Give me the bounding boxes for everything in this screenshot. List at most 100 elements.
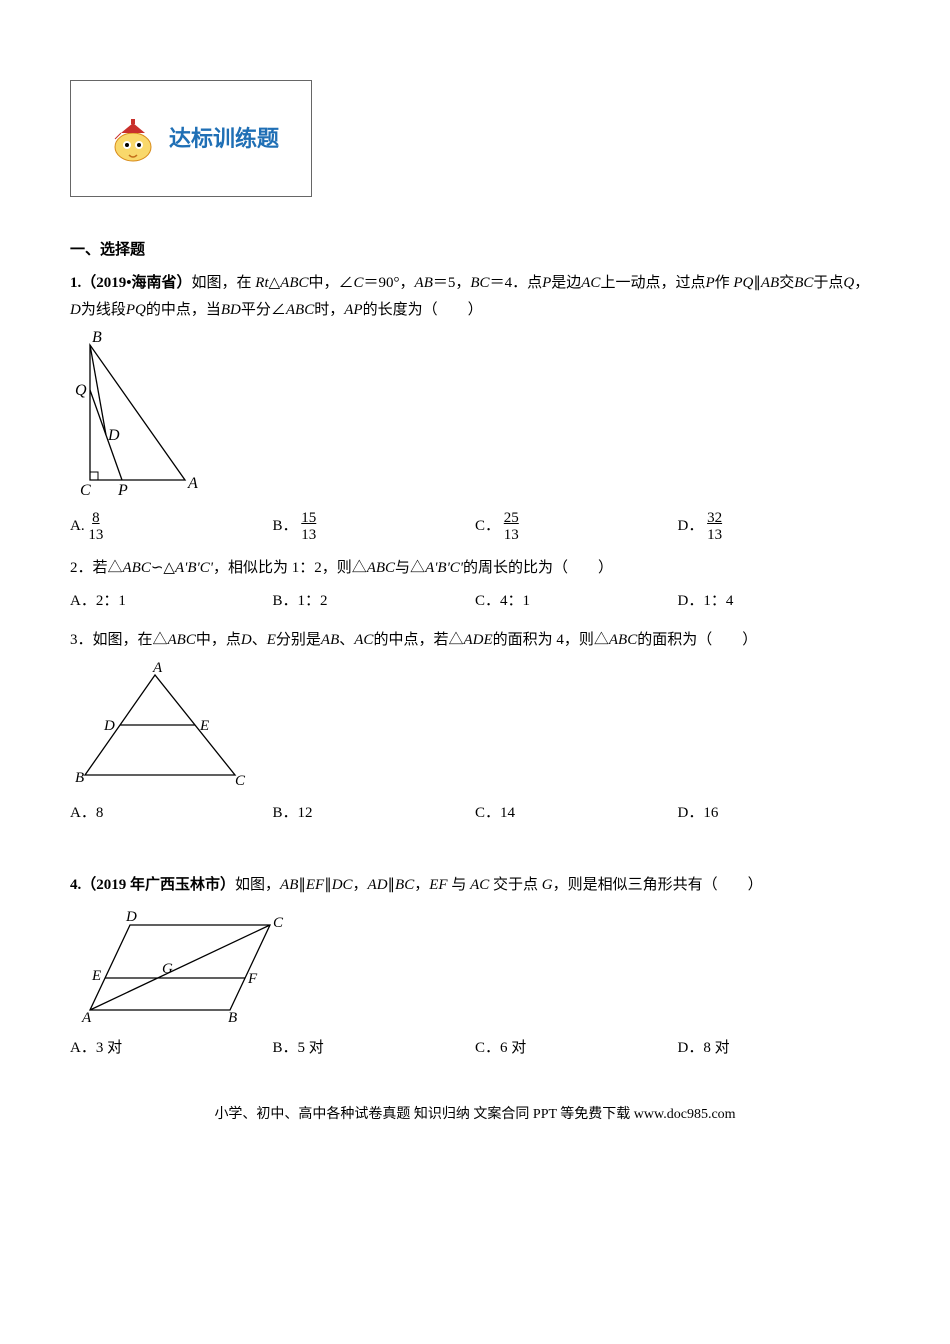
q4-c1: ， (353, 877, 368, 893)
q4-prefix: 4.（2019 年广西玉林市） (70, 877, 235, 893)
q1-optB-label: B． (273, 518, 298, 534)
q1-tri: △ (269, 275, 281, 291)
q1-options: A. 813 B． 1513 C． 2513 D． 3213 (70, 510, 880, 543)
question-2: 2．若△ABC∽△A'B'C'，相似比为 1：2，则△ABC与△A'B'C'的周… (70, 555, 880, 582)
q4-fig-E: E (91, 968, 101, 984)
q2-optD: D．1：4 (678, 588, 881, 615)
q1-BC2: BC (794, 275, 813, 291)
q1-D: D (70, 302, 81, 318)
q2-ABC2: A'B'C' (175, 560, 213, 576)
q4-fig-D: D (125, 909, 137, 925)
q1-optB-num: 15 (301, 510, 316, 527)
page-footer: 小学、初中、高中各种试卷真题 知识归纳 文案合同 PPT 等免费下载 www.d… (70, 1102, 880, 1127)
q4-fig-G: G (162, 961, 173, 977)
q1-t-h: ， (854, 275, 869, 291)
q1-optB-den: 13 (301, 527, 316, 544)
q1-eq4: ＝4．点 (490, 275, 543, 291)
q1-ABC2: ABC (286, 302, 314, 318)
logo-inner: 达标训练题 (103, 109, 279, 169)
q1-rt: Rt (255, 275, 268, 291)
q3-ADE: ADE (463, 632, 492, 648)
q1-t-m: 的长度为（ ） (363, 302, 483, 318)
q1-t-e: 作 (715, 275, 730, 291)
q1-t-l: 时， (314, 302, 344, 318)
q4-fig-F: F (247, 971, 258, 987)
q1-t-f: 交 (779, 275, 794, 291)
q2-prefix: 2．若△ (70, 560, 123, 576)
q4-AB: AB (280, 877, 298, 893)
q1-t-d: 上一动点，过点 (600, 275, 705, 291)
q1-fig-A: A (187, 475, 198, 492)
q3-fig-D: D (103, 718, 115, 734)
q4-t-b: 与 (448, 877, 471, 893)
q1-optA-num: 8 (88, 510, 103, 527)
q1-C: C (354, 275, 364, 291)
logo-text: 达标训练题 (169, 119, 279, 159)
section-heading: 一、选择题 (70, 237, 880, 264)
q1-optA-label: A. (70, 518, 85, 534)
q1-par: ∥ (753, 275, 761, 291)
q2-ABC: ABC (123, 560, 151, 576)
q1-fig-B: B (92, 330, 102, 346)
q4-BC: BC (395, 877, 414, 893)
q3-AB: AB (321, 632, 339, 648)
q2-t-c: 的周长的比为（ ） (463, 560, 613, 576)
q1-prefix: 1.（2019•海南省） (70, 275, 192, 291)
q3-t-a: 中，点 (196, 632, 241, 648)
q4-EF: EF (306, 877, 324, 893)
q3-options: A．8 B．12 C．14 D．16 (70, 800, 880, 827)
q4-optC: C．6 对 (475, 1035, 678, 1062)
q1-AC: AC (581, 275, 600, 291)
q1-t-k: 平分∠ (241, 302, 286, 318)
q1-AP: AP (344, 302, 362, 318)
question-1: 1.（2019•海南省）如图，在 Rt△ABC中，∠C＝90°，AB＝5，BC＝… (70, 270, 880, 324)
q1-optD-den: 13 (707, 527, 722, 544)
q1-t-g: 于点 (813, 275, 843, 291)
q4-fig-A: A (81, 1010, 92, 1025)
q2-t-b: 与△ (395, 560, 425, 576)
q1-optD-label: D． (678, 518, 704, 534)
q1-fig-D: D (107, 427, 120, 444)
q2-optC: C．4：1 (475, 588, 678, 615)
q1-figure: B Q D C P A (70, 330, 880, 500)
q1-optC: C． 2513 (475, 510, 678, 543)
q4-fig-C: C (273, 915, 284, 931)
q1-PQ2: PQ (126, 302, 146, 318)
q4-EF2: EF (429, 877, 447, 893)
q3-fig-C: C (235, 773, 246, 789)
q3-AC: AC (354, 632, 373, 648)
q1-optD: D． 3213 (678, 510, 881, 543)
mascot-icon (103, 109, 163, 169)
q2-t-a: ，相似比为 1：2，则△ (213, 560, 367, 576)
q3-sep2: 、 (339, 632, 354, 648)
q3-optA: A．8 (70, 800, 273, 827)
q3-optD: D．16 (678, 800, 881, 827)
q3-t-d: 的面积为 4，则△ (493, 632, 609, 648)
q4-p1: ∥ (298, 877, 306, 893)
q3-D: D (241, 632, 252, 648)
q4-fig-B: B (228, 1010, 237, 1025)
q4-t-a: 如图， (235, 877, 280, 893)
q3-fig-A: A (152, 660, 163, 676)
q1-eq90: ＝90°， (364, 275, 415, 291)
q2-optB: B．1：2 (273, 588, 476, 615)
q3-optC: C．14 (475, 800, 678, 827)
q1-P2: P (705, 275, 714, 291)
q1-fig-C: C (80, 482, 91, 499)
q1-optA: A. 813 (70, 510, 273, 543)
q4-AD: AD (368, 877, 388, 893)
q1-P: P (542, 275, 551, 291)
q1-fig-P: P (117, 482, 128, 499)
q1-PQ: PQ (733, 275, 753, 291)
q1-optC-den: 13 (504, 527, 519, 544)
q4-optA: A．3 对 (70, 1035, 273, 1062)
q1-Q: Q (843, 275, 854, 291)
q4-p3: ∥ (388, 877, 396, 893)
q4-figure: D C E F G A B (70, 905, 880, 1025)
q1-t-c: 是边 (551, 275, 581, 291)
q1-BC: BC (470, 275, 489, 291)
q4-optB: B．5 对 (273, 1035, 476, 1062)
q1-optA-den: 13 (88, 527, 103, 544)
q4-c2: ， (414, 877, 429, 893)
q1-eq5: ＝5， (433, 275, 471, 291)
